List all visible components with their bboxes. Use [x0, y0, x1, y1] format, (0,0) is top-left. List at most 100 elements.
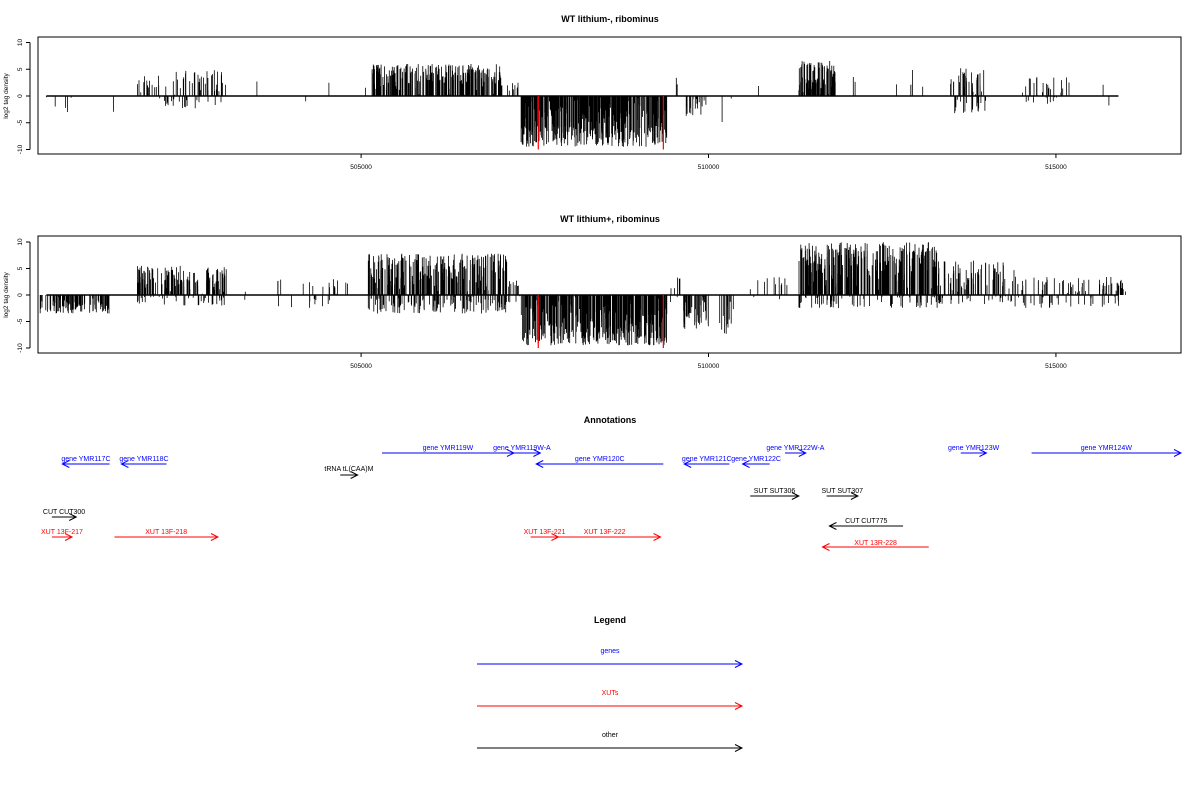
feature: gene YMR122W-A — [766, 445, 825, 457]
feature-arrowhead — [68, 513, 78, 521]
feature-arrowhead — [741, 460, 750, 468]
feature: gene YMR117C — [61, 456, 111, 468]
feature-label: tRNA tL(CAA)M — [324, 466, 373, 473]
signal-bar-group — [137, 265, 227, 306]
y-tick-label: -10 — [17, 343, 24, 353]
signal-bar-group — [54, 96, 72, 112]
legend-label: XUTs — [602, 690, 619, 697]
feature-arrowhead — [798, 449, 807, 457]
feature-label: XUT 13R-228 — [854, 540, 897, 547]
signal-bar-group — [683, 295, 709, 329]
signal-bar-group — [675, 77, 678, 96]
signal-bar-group — [137, 75, 160, 96]
signal-bar-group — [277, 279, 348, 308]
feature: SUT SUT307 — [822, 488, 863, 500]
feature: CUT CUT300 — [43, 509, 85, 521]
annotations-title: Annotations — [584, 415, 637, 425]
feature-label: gene YMR122W-A — [766, 445, 824, 452]
signal-bar-group — [910, 70, 913, 96]
signal-bars — [46, 61, 1110, 147]
y-tick-label: 0 — [17, 94, 24, 98]
y-axis: -10 -5 0 5 10 — [17, 39, 31, 154]
boundary-markers — [537, 295, 664, 348]
legend-label: other — [602, 732, 619, 739]
signal-bar-group — [501, 82, 519, 96]
signal-bar-group — [950, 68, 986, 114]
legend-title: Legend — [594, 615, 626, 625]
feature: XUT 13F-221 — [524, 529, 566, 541]
x-tick-label: 515000 — [1045, 164, 1067, 171]
signal-bar-group — [749, 277, 788, 300]
legend-swatch-arrowhead — [734, 744, 744, 752]
feature-label: CUT CUT775 — [845, 518, 887, 525]
track-panel-lithium-plus: WT lithium+, ribominus log2 tag density … — [3, 214, 1182, 370]
feature-arrowhead — [350, 471, 359, 479]
signal-bar-group — [798, 242, 938, 309]
signal-bar-group — [508, 280, 521, 303]
y-tick-label: 5 — [17, 67, 24, 71]
feature-arrowhead — [979, 449, 988, 457]
signal-bar-group — [685, 96, 705, 116]
y-tick-label: -5 — [17, 119, 24, 125]
signal-bar-group — [938, 260, 1015, 304]
feature: tRNA tL(CAA)M — [324, 466, 374, 479]
feature-arrowhead — [850, 492, 860, 500]
feature-label: gene YMR119W — [423, 445, 474, 452]
y-tick-label: 5 — [17, 266, 24, 270]
feature-arrowhead — [120, 460, 129, 468]
boundary-markers — [537, 96, 664, 150]
feature-label: XUT 13F-221 — [524, 529, 566, 536]
feature-arrowhead — [821, 543, 830, 551]
feature: gene YMR123W — [948, 445, 1000, 457]
plot-frame — [37, 36, 1182, 155]
signal-bar-group — [520, 295, 668, 346]
track-title: WT lithium+, ribominus — [560, 214, 660, 224]
signal-bar-group — [159, 70, 226, 109]
feature: gene YMR124W — [1031, 445, 1183, 457]
feature: CUT CUT775 — [828, 518, 904, 530]
x-tick-label: 515000 — [1045, 363, 1067, 370]
feature-arrowhead — [653, 533, 662, 541]
feature: XUT 13R-228 — [821, 540, 929, 551]
feature-arrowhead — [533, 449, 542, 457]
feature-label: XUT 13F-222 — [584, 529, 626, 536]
feature-arrowhead — [61, 460, 70, 468]
annotation-track: Annotations gene YMR117C gene YMR118C tRNA… — [41, 415, 1183, 551]
y-tick-label: -5 — [17, 318, 24, 324]
y-axis: -10 -5 0 5 10 — [17, 238, 31, 353]
feature: XUT 13F-217 — [41, 529, 83, 541]
signal-bar-group — [1014, 276, 1126, 308]
legend: Legend genes XUTs other — [477, 615, 744, 752]
feature-label: gene YMR121C — [682, 456, 732, 463]
x-tick-label: 510000 — [698, 363, 720, 370]
feature-label: gene YMR119W-A — [493, 445, 551, 452]
feature-label: gene YMR117C — [61, 456, 110, 463]
feature: XUT 13F-222 — [548, 529, 662, 541]
feature-label: gene YMR123W — [948, 445, 1000, 452]
feature-arrowhead — [210, 533, 220, 541]
feature: gene YMR121C — [682, 456, 732, 468]
x-tick-label: 505000 — [350, 363, 372, 370]
feature-list: gene YMR117C gene YMR118C tRNA tL(CAA)M gen… — [41, 445, 1183, 551]
x-axis: 505000 510000 515000 — [350, 353, 1067, 370]
signal-bar-group — [371, 64, 502, 96]
signal-bar-group — [367, 253, 508, 314]
x-axis: 505000 510000 515000 — [350, 154, 1067, 171]
signal-bar-group — [798, 61, 836, 96]
signal-bars — [39, 242, 1126, 346]
y-tick-label: 10 — [17, 39, 24, 47]
legend-entries: genes XUTs other — [477, 648, 744, 752]
legend-entry: XUTs — [477, 690, 744, 710]
feature: gene YMR118C — [119, 456, 169, 468]
y-tick-label: 10 — [17, 238, 24, 246]
legend-swatch-arrowhead — [734, 702, 744, 710]
signal-bar-group — [852, 77, 856, 96]
track-title: WT lithium-, ribominus — [561, 14, 659, 24]
feature-label: gene YMR120C — [575, 456, 625, 463]
feature-label: gene YMR124W — [1081, 445, 1133, 452]
feature-arrowhead — [791, 492, 800, 500]
legend-entry: genes — [477, 648, 744, 668]
y-axis-label: log2 tag density — [3, 271, 10, 317]
signal-bar-group — [1022, 77, 1070, 104]
